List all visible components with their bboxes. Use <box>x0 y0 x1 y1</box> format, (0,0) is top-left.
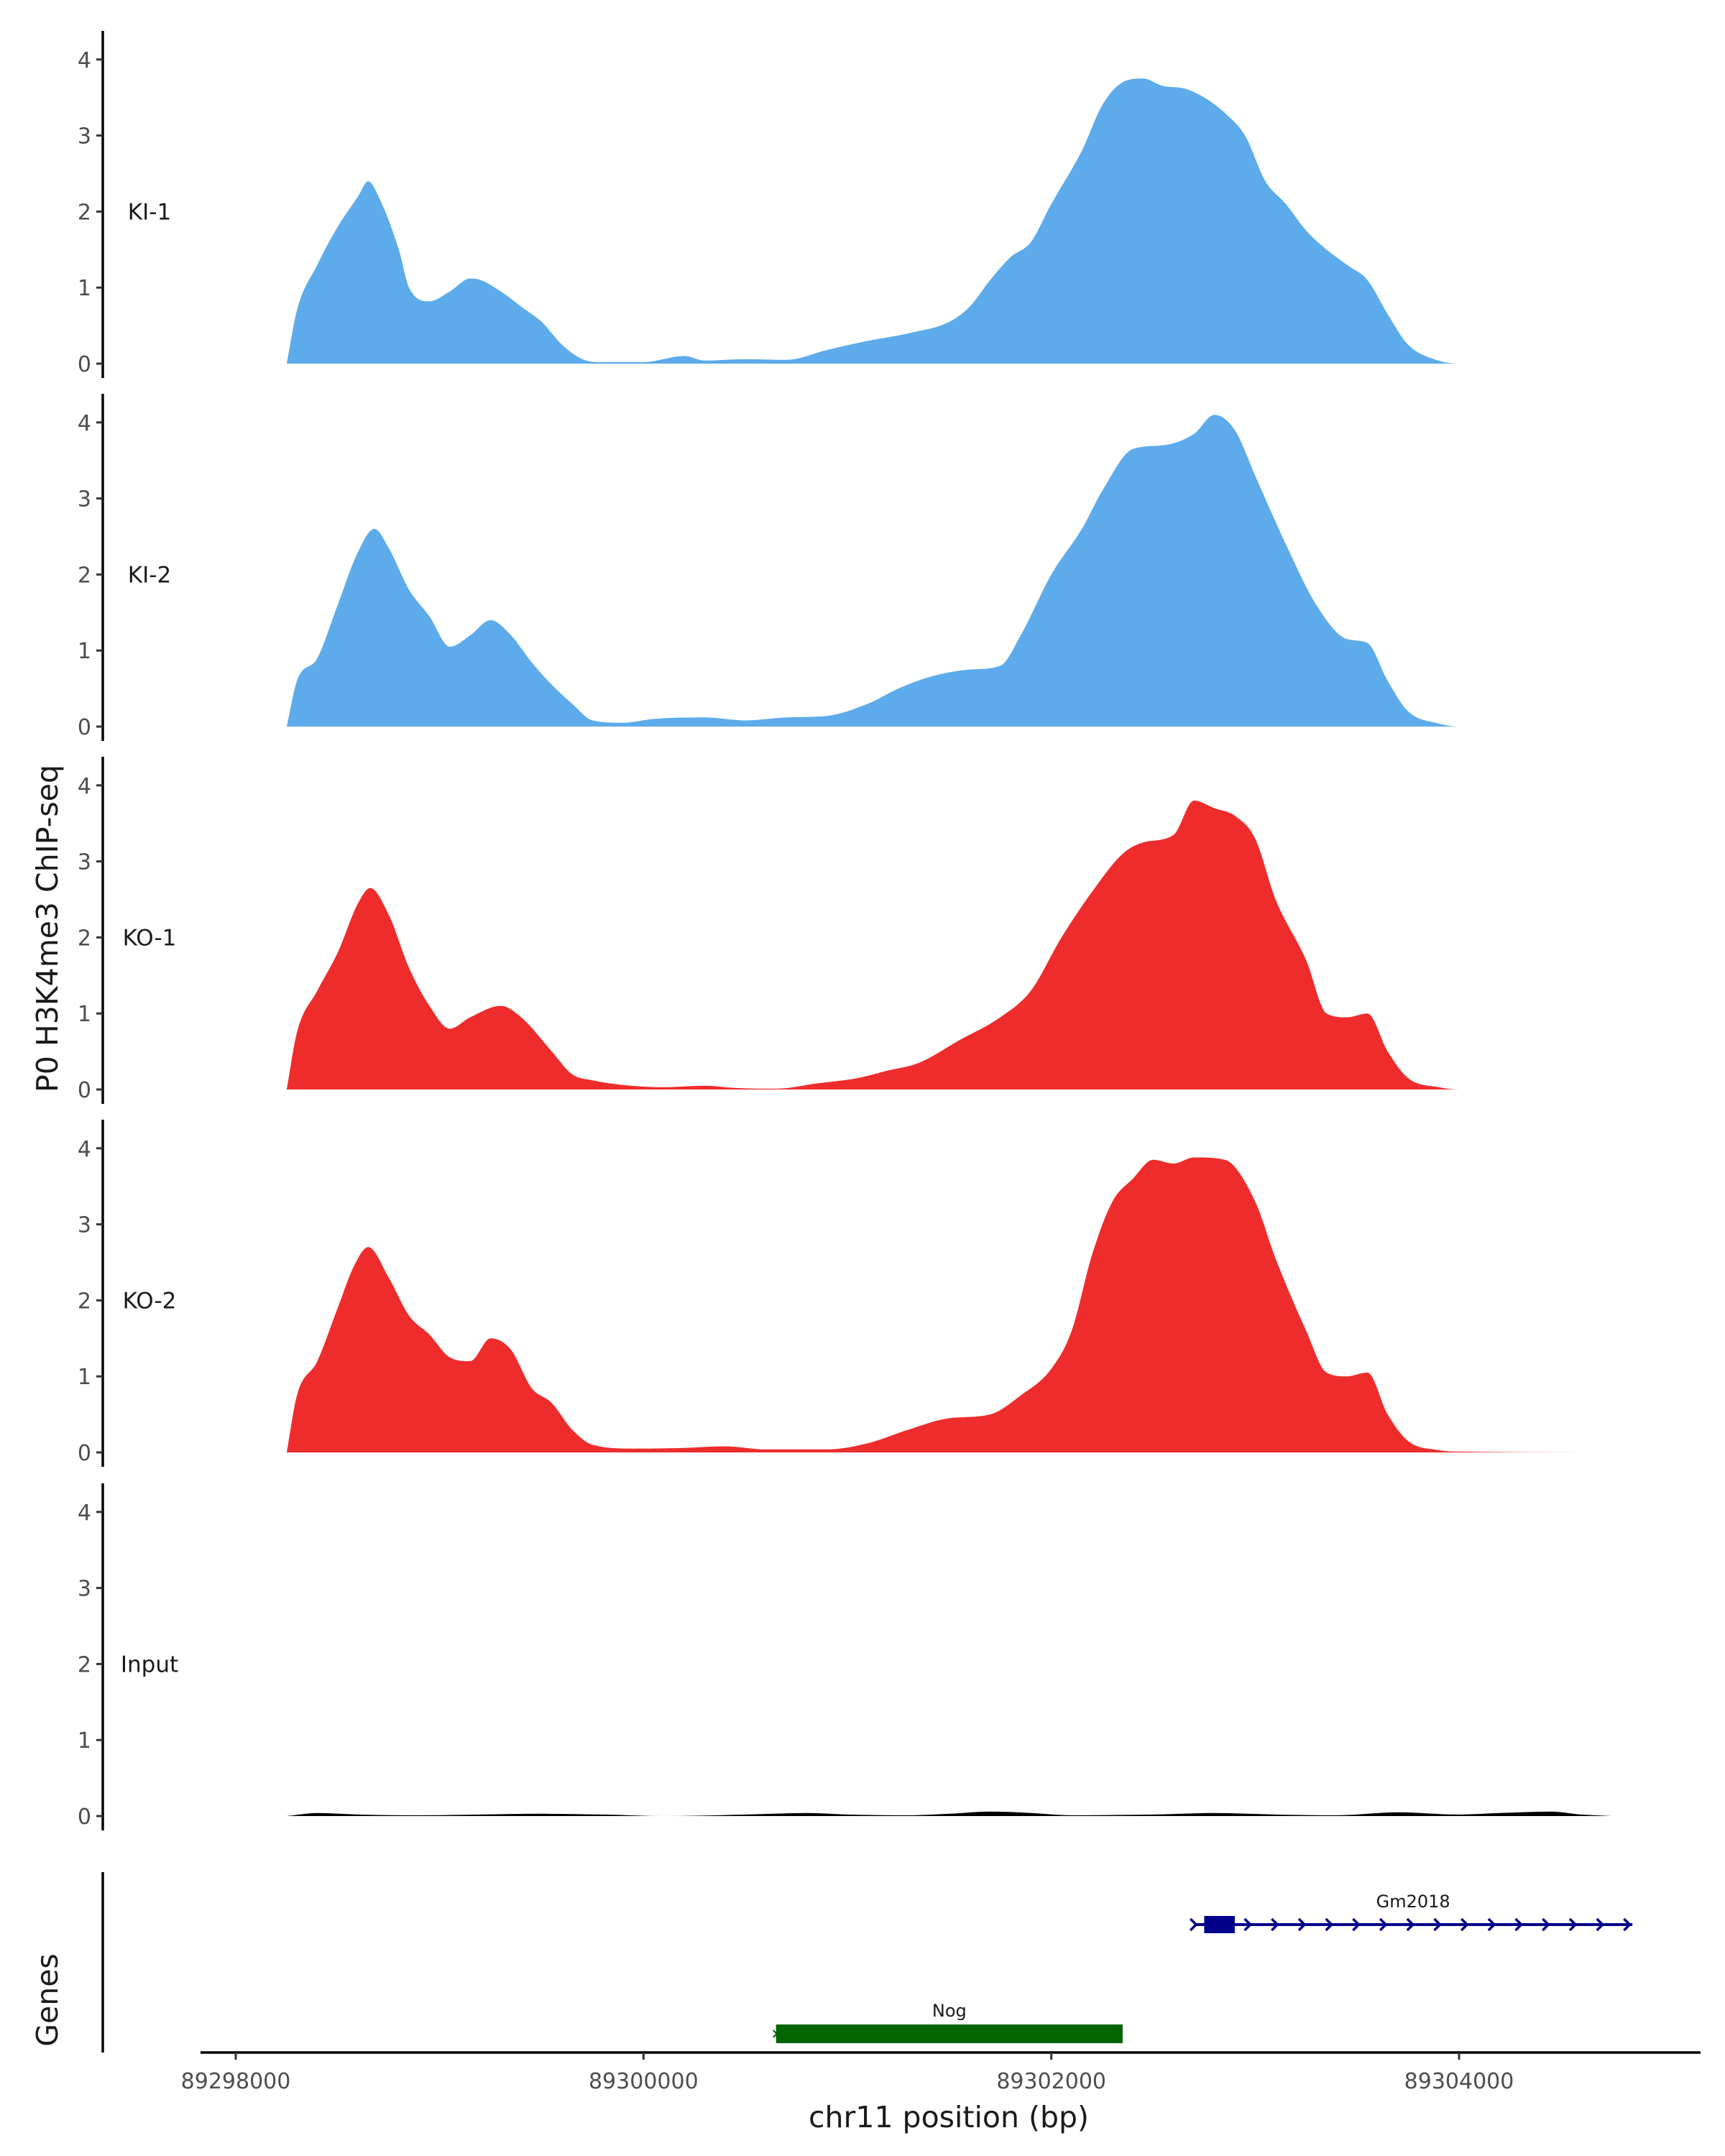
strand-arrow <box>1623 1917 1632 1932</box>
genes-panel: Nog Gm2018 <box>101 1872 1633 2053</box>
gene-gm2018: Gm2018 <box>1189 1892 1633 1933</box>
track-ki-1: 0 1 2 3 4 KI-1 <box>78 31 1612 378</box>
y-tick-label: 1 <box>78 276 91 301</box>
y-tick-label: 1 <box>78 639 91 664</box>
strand-arrow <box>1460 1917 1469 1932</box>
y-tick-label: 1 <box>78 1365 91 1390</box>
strand-arrow <box>1406 1917 1415 1932</box>
strand-arrow <box>1297 1917 1307 1932</box>
coverage-tracks: 0 1 2 3 4 KI-1 0 1 2 3 4 KI-2 0 1 2 3 4 KO-1 0 1 2 3 4 KO-2 0 1 2 3… <box>78 31 1612 1830</box>
y-tick-label: 4 <box>78 1137 91 1162</box>
x-tick-label: 89302000 <box>996 2069 1106 2094</box>
track-input: 0 1 2 3 4 Input <box>78 1483 1612 1830</box>
y-tick-label: 0 <box>78 1441 91 1466</box>
y-tick-label: 2 <box>78 1289 91 1314</box>
x-axis-title: chr11 position (bp) <box>809 2100 1089 2134</box>
y-tick-label: 0 <box>78 1078 91 1103</box>
x-tick-label: 89300000 <box>589 2069 699 2094</box>
y-tick-label: 4 <box>78 411 91 436</box>
track-label: KI-2 <box>128 562 171 588</box>
y-tick-label: 3 <box>78 1577 91 1602</box>
strand-arrow <box>1379 1917 1388 1932</box>
coverage-area <box>286 78 1612 364</box>
strand-arrow <box>1542 1917 1550 1932</box>
strand-arrow <box>1596 1917 1605 1932</box>
y-tick-label: 2 <box>78 1652 91 1677</box>
gene-label: Nog <box>932 2001 967 2021</box>
strand-arrow <box>1325 1917 1334 1932</box>
strand-arrow <box>1433 1917 1442 1932</box>
track-label: KO-2 <box>123 1288 177 1314</box>
y-tick-label: 4 <box>78 774 91 799</box>
track-label: KI-1 <box>128 199 171 225</box>
gene-nog: Nog <box>773 2001 1123 2043</box>
y-tick-label: 0 <box>78 715 91 740</box>
coverage-area <box>286 1157 1612 1452</box>
track-label: KO-1 <box>123 925 177 951</box>
coverage-area <box>286 415 1582 727</box>
y-tick-label: 3 <box>78 1213 91 1238</box>
strand-arrow <box>773 2030 778 2038</box>
coverage-area <box>286 801 1612 1089</box>
gene-exon <box>776 2024 1123 2043</box>
strand-arrow <box>1487 1917 1496 1932</box>
y-axis-title: P0 H3K4me3 ChIP-seq <box>30 765 65 1092</box>
y-tick-label: 4 <box>78 1501 91 1526</box>
y-tick-label: 3 <box>78 487 91 512</box>
track-ko-2: 0 1 2 3 4 KO-2 <box>78 1120 1612 1467</box>
y-tick-label: 1 <box>78 1002 91 1027</box>
strand-arrow <box>1243 1917 1253 1932</box>
track-ki-2: 0 1 2 3 4 KI-2 <box>78 394 1582 741</box>
track-ko-1: 0 1 2 3 4 KO-1 <box>78 757 1612 1104</box>
y-tick-label: 1 <box>78 1728 91 1754</box>
x-axis: 89298000 89300000 89302000 89304000 <box>181 2051 1701 2094</box>
y-tick-label: 4 <box>78 48 91 73</box>
strand-arrow <box>1568 1917 1578 1932</box>
gene-label: Gm2018 <box>1376 1892 1450 1912</box>
x-tick-label: 89298000 <box>181 2069 291 2094</box>
strand-arrow <box>1216 1917 1225 1932</box>
genes-axis-title: Genes <box>30 1953 65 2047</box>
y-tick-label: 0 <box>78 352 91 377</box>
y-tick-label: 0 <box>78 1805 91 1830</box>
track-label: Input <box>121 1651 178 1677</box>
y-tick-label: 3 <box>78 124 91 149</box>
strand-arrow <box>1189 1917 1198 1932</box>
y-tick-label: 2 <box>78 926 91 951</box>
strand-arrow <box>1271 1917 1279 1932</box>
y-tick-label: 2 <box>78 563 91 588</box>
strand-arrow <box>1352 1917 1361 1932</box>
coverage-area <box>286 1811 1612 1816</box>
y-tick-label: 3 <box>78 850 91 875</box>
y-tick-label: 2 <box>78 200 91 225</box>
gene-exon <box>1204 1916 1235 1933</box>
strand-arrow <box>1514 1917 1524 1932</box>
x-tick-label: 89304000 <box>1404 2069 1514 2094</box>
